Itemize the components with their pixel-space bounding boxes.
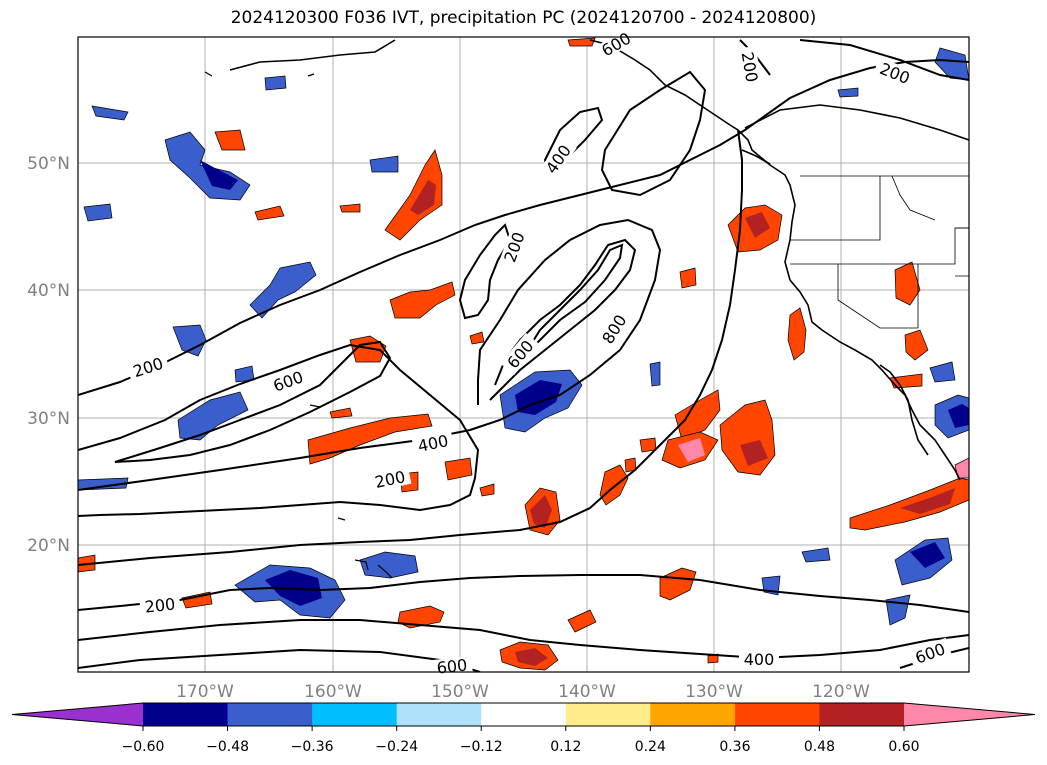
- colorbar-segment: [481, 703, 567, 726]
- lon-tick-label: 120°W: [812, 682, 870, 702]
- colorbar-label: −0.48: [206, 739, 249, 755]
- ivt-contours: [78, 39, 969, 672]
- lat-tick-labels: 50°N 40°N 30°N 20°N: [27, 154, 70, 556]
- colorbar-label: 0.60: [888, 739, 919, 755]
- colorbar-label: −0.24: [375, 739, 418, 755]
- colorbar-segments: [11, 702, 1036, 731]
- colorbar-segment: [396, 703, 482, 726]
- islands: [204, 71, 393, 579]
- state-borders: [790, 175, 969, 329]
- figure-title: 2024120300 F036 IVT, precipitation PC (2…: [230, 8, 817, 28]
- colorbar: −0.60 −0.48 −0.36 −0.24 −0.12 0.12 0.24 …: [11, 702, 1036, 755]
- map-panel: 200 200 400 200 600 800 600 200 600 400 …: [77, 27, 970, 678]
- colorbar-label: −0.60: [122, 739, 165, 755]
- colorbar-label: 0.24: [635, 739, 666, 755]
- precip-positive-patches: [78, 37, 969, 671]
- lat-tick-label: 30°N: [27, 409, 70, 429]
- map-frame: [77, 36, 970, 673]
- coastlines: [229, 39, 969, 481]
- colorbar-labels: −0.60 −0.48 −0.36 −0.24 −0.12 0.12 0.24 …: [122, 739, 920, 755]
- contour-label-200-f: 200: [144, 594, 176, 616]
- lon-tick-label: 130°W: [685, 682, 743, 702]
- colorbar-label: 0.12: [550, 739, 581, 755]
- colorbar-segment: [734, 703, 820, 726]
- colorbar-label: −0.12: [460, 739, 503, 755]
- lat-tick-label: 40°N: [27, 281, 70, 301]
- colorbar-extend-low: [12, 703, 143, 726]
- colorbar-segment: [227, 703, 313, 726]
- colorbar-extend-high: [904, 703, 1035, 726]
- colorbar-segment: [650, 703, 736, 726]
- colorbar-segment: [565, 703, 651, 726]
- lat-tick-label: 50°N: [27, 154, 70, 174]
- lon-tick-label: 140°W: [558, 682, 616, 702]
- colorbar-label: 0.36: [719, 739, 750, 755]
- lon-tick-label: 150°W: [431, 682, 489, 702]
- colorbar-segment: [312, 703, 398, 726]
- colorbar-segment: [819, 703, 905, 726]
- contour-label-400-c: 400: [744, 650, 775, 669]
- colorbar-label: −0.36: [291, 739, 334, 755]
- contour-label-600-d: 600: [436, 655, 468, 677]
- lon-tick-labels: 170°W 160°W 150°W 140°W 130°W 120°W: [176, 682, 870, 702]
- lat-tick-label: 20°N: [27, 536, 70, 556]
- lon-tick-label: 170°W: [176, 682, 234, 702]
- lon-tick-label: 160°W: [304, 682, 362, 702]
- colorbar-label: 0.48: [804, 739, 835, 755]
- colorbar-segment: [143, 703, 229, 726]
